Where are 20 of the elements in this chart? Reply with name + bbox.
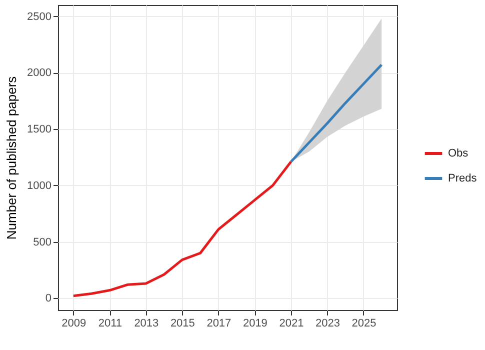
x-tick-label: 2017 [206, 318, 232, 330]
y-tick-label: 2500 [27, 10, 52, 23]
x-tick-label: 2011 [98, 318, 122, 330]
y-tick-label: 0 [45, 292, 52, 305]
x-tick-label: 2023 [315, 318, 340, 330]
x-tick-label: 2009 [62, 318, 86, 330]
y-axis-title: Number of published papers [4, 76, 20, 240]
line-series [290, 64, 383, 163]
line-series [72, 160, 292, 298]
y-tick-label: 1500 [27, 124, 52, 136]
legend-label: Preds [448, 172, 478, 184]
x-tick-label: 2025 [352, 318, 376, 330]
legend-label: Obs [448, 148, 469, 160]
x-tick-label: 2021 [279, 318, 304, 330]
y-tick-label: 500 [33, 236, 52, 248]
x-tick-label: 2015 [170, 318, 195, 330]
y-tick-label: 2000 [27, 67, 52, 80]
y-tick-label: 1000 [27, 180, 52, 192]
x-tick-label: 2013 [134, 318, 159, 330]
x-tick-label: 2019 [242, 318, 268, 330]
